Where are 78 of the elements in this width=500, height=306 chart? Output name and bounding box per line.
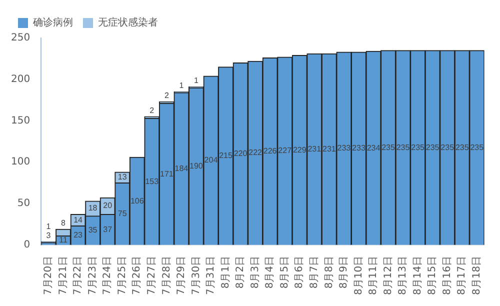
y-tick-label: 200 — [10, 74, 30, 85]
data-label: 235 — [411, 142, 426, 152]
data-label: 153 — [145, 176, 160, 186]
x-tick-label: 8月10日 — [353, 256, 364, 296]
x-tick-label: 8月15日 — [427, 256, 438, 296]
data-label: 190 — [190, 161, 204, 170]
x-tick-label: 7月24日 — [102, 256, 114, 296]
x-tick-label: 8月16日 — [442, 256, 453, 296]
data-label: 234 — [366, 143, 381, 152]
data-label: 235 — [440, 142, 455, 152]
x-tick-label: 8月9日 — [338, 256, 350, 289]
y-tick-label: 0 — [24, 240, 30, 251]
x-tick-label: 8月4日 — [264, 256, 276, 289]
data-label: 37 — [103, 224, 113, 234]
data-label: 233 — [337, 144, 352, 153]
data-label: 13 — [118, 172, 128, 182]
data-label: 222 — [248, 148, 263, 158]
x-tick-label: 7月20日 — [43, 256, 54, 296]
x-tick-label: 8月17日 — [456, 256, 468, 296]
x-tick-label: 8月13日 — [398, 256, 409, 296]
data-label: 20 — [103, 201, 113, 210]
data-label: 14 — [74, 215, 84, 224]
data-label: 2 — [150, 106, 155, 115]
data-label: 235 — [455, 142, 470, 152]
data-label: 18 — [88, 204, 98, 213]
data-label: 215 — [219, 151, 233, 160]
data-label: 35 — [88, 226, 98, 235]
data-label: 1 — [194, 76, 199, 86]
x-tick-label: 7月31日 — [206, 256, 217, 296]
legend-label: 无症状感染者 — [98, 16, 158, 29]
x-tick-label: 8月14日 — [412, 256, 424, 296]
data-label: 235 — [470, 142, 484, 152]
data-label: 171 — [160, 169, 174, 178]
data-label: 231 — [322, 144, 336, 154]
x-tick-label: 8月18日 — [471, 256, 482, 296]
data-label: 229 — [292, 145, 307, 154]
data-label: 106 — [130, 196, 144, 206]
x-tick-label: 7月22日 — [72, 256, 84, 296]
x-tick-label: 7月25日 — [116, 256, 128, 296]
data-label: 11 — [59, 236, 68, 245]
x-tick-label: 7月28日 — [161, 256, 172, 296]
data-label: 75 — [118, 209, 128, 218]
data-label: 235 — [396, 142, 410, 152]
data-label: 226 — [263, 146, 278, 156]
x-tick-label: 8月2日 — [235, 256, 246, 289]
x-tick-label: 7月26日 — [132, 256, 143, 296]
x-tick-label: 8月8日 — [324, 256, 335, 289]
data-label: 1 — [46, 222, 52, 231]
x-tick-label: 8月12日 — [382, 256, 394, 296]
x-tick-label: 7月29日 — [176, 256, 188, 296]
x-tick-label: 8月6日 — [294, 256, 306, 289]
x-tick-label: 7月27日 — [146, 256, 158, 296]
x-tick-label: 8月7日 — [308, 256, 320, 289]
x-tick-label: 7月21日 — [58, 256, 69, 296]
data-label: 23 — [74, 230, 84, 240]
data-label: 227 — [278, 146, 292, 156]
y-tick-label: 50 — [17, 198, 30, 210]
data-label: 204 — [204, 156, 218, 165]
x-tick-label: 7月23日 — [87, 256, 98, 296]
data-label: 235 — [426, 142, 440, 152]
y-tick-label: 150 — [10, 115, 30, 126]
x-tick-label: 8月11日 — [368, 256, 380, 296]
data-label: 231 — [308, 144, 322, 154]
x-tick-label: 8月1日 — [220, 256, 232, 289]
data-label: 184 — [174, 164, 189, 173]
data-label: 235 — [382, 142, 396, 152]
legend-label: 确诊病例 — [32, 16, 73, 29]
data-label: 1 — [179, 81, 184, 90]
data-label: 220 — [234, 149, 248, 158]
y-tick-label: 250 — [10, 32, 30, 44]
data-label: 233 — [352, 144, 366, 153]
x-tick-label: 8月5日 — [279, 256, 290, 289]
data-label: 8 — [61, 218, 66, 228]
x-tick-label: 7月30日 — [190, 256, 202, 296]
data-label: 3 — [46, 230, 52, 240]
x-tick-label: 8月3日 — [250, 256, 261, 289]
data-label: 2 — [164, 90, 170, 100]
y-tick-label: 100 — [10, 156, 30, 168]
